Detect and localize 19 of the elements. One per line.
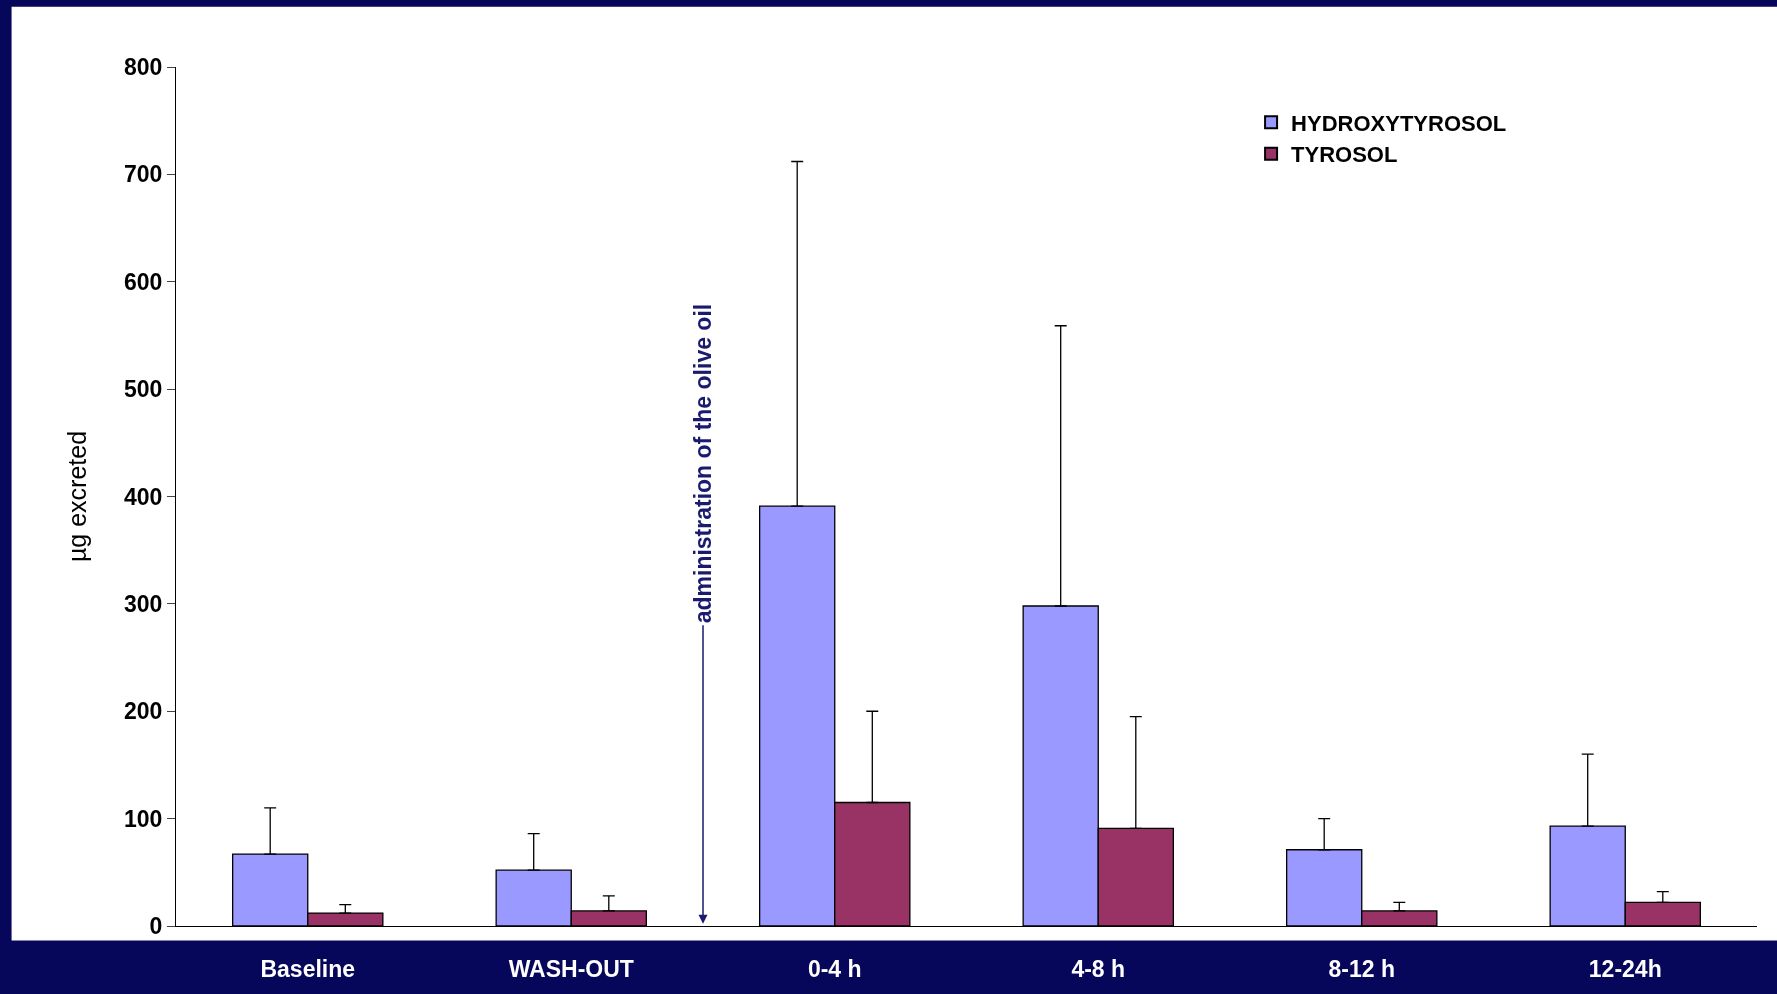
y-axis-title: µg excreted bbox=[62, 430, 91, 563]
x-tick-label: WASH-OUT bbox=[508, 955, 634, 982]
y-tick-label: 100 bbox=[124, 805, 163, 832]
x-tick-label: 8-12 h bbox=[1328, 955, 1395, 982]
legend-label: HYDROXYTYROSOL bbox=[1291, 110, 1507, 136]
y-tick-label: 700 bbox=[124, 161, 163, 188]
y-tick-label: 600 bbox=[124, 268, 163, 295]
y-tick-label: 200 bbox=[124, 698, 163, 725]
y-tick-label: 400 bbox=[124, 483, 163, 510]
y-tick-label: 800 bbox=[124, 54, 163, 81]
y-tick-label: 500 bbox=[124, 376, 163, 403]
legend-label: TYROSOL bbox=[1291, 142, 1398, 168]
y-tick-label: 0 bbox=[149, 913, 163, 940]
annotation: administration of the olive oil bbox=[689, 303, 716, 624]
y-tick-label: 300 bbox=[124, 590, 163, 617]
x-tick-label: 12-24h bbox=[1588, 955, 1662, 982]
x-tick-label: 4-8 h bbox=[1071, 955, 1126, 982]
x-tick-label: 0-4 h bbox=[807, 955, 862, 982]
x-tick-label: Baseline bbox=[260, 955, 356, 982]
